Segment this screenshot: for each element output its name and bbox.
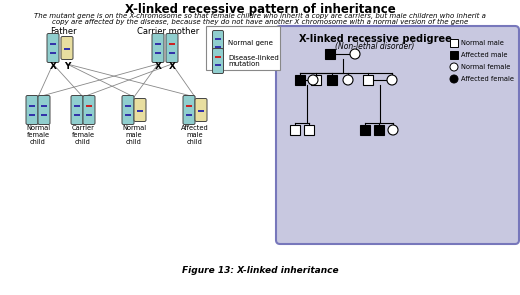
Bar xyxy=(215,64,221,65)
FancyBboxPatch shape xyxy=(47,34,59,63)
FancyBboxPatch shape xyxy=(134,99,146,122)
Bar xyxy=(290,125,300,135)
Bar xyxy=(325,49,335,59)
Text: The mutant gene is on the X-chromosome so that female childre who inherit a copy: The mutant gene is on the X-chromosome s… xyxy=(34,13,486,19)
Bar xyxy=(74,114,81,116)
Text: Figure 13: X-linked inheritance: Figure 13: X-linked inheritance xyxy=(181,266,339,275)
Text: Normal
male
child: Normal male child xyxy=(122,125,146,145)
Bar xyxy=(215,38,221,40)
Text: X-linked recessive pedigree: X-linked recessive pedigree xyxy=(298,34,451,44)
Circle shape xyxy=(308,75,318,85)
Text: (Non-lethal disorder): (Non-lethal disorder) xyxy=(335,42,414,51)
Bar xyxy=(450,39,458,47)
Text: Normal female: Normal female xyxy=(461,64,510,70)
FancyBboxPatch shape xyxy=(152,34,164,63)
Text: X: X xyxy=(49,62,57,71)
FancyBboxPatch shape xyxy=(38,96,50,124)
Bar xyxy=(168,43,175,45)
Bar xyxy=(86,114,93,116)
Bar xyxy=(198,110,204,112)
Bar xyxy=(137,110,144,112)
Bar xyxy=(304,125,314,135)
Bar xyxy=(327,75,337,85)
Text: Disease-linked
mutation: Disease-linked mutation xyxy=(228,55,279,68)
Bar xyxy=(74,105,81,107)
Text: Y: Y xyxy=(64,62,70,71)
Circle shape xyxy=(450,75,458,83)
FancyBboxPatch shape xyxy=(276,26,519,244)
FancyBboxPatch shape xyxy=(213,30,224,55)
Bar xyxy=(168,52,175,54)
Circle shape xyxy=(450,63,458,71)
Bar xyxy=(363,75,373,85)
Bar xyxy=(374,125,384,135)
Text: Normal
female
child: Normal female child xyxy=(26,125,50,145)
Text: Carrier mother: Carrier mother xyxy=(137,27,199,36)
Bar xyxy=(125,105,132,107)
Bar xyxy=(215,46,221,47)
Bar xyxy=(49,52,56,54)
Bar xyxy=(154,43,161,45)
FancyBboxPatch shape xyxy=(71,96,83,124)
Bar xyxy=(186,114,192,116)
FancyBboxPatch shape xyxy=(183,96,195,124)
Text: Affected male: Affected male xyxy=(461,52,508,58)
Text: X-linked recessive pattern of inheritance: X-linked recessive pattern of inheritanc… xyxy=(125,3,395,16)
Bar xyxy=(29,105,35,107)
Text: Normal male: Normal male xyxy=(461,40,504,46)
Text: copy are affected by the disease, because they do not have another X chromosome : copy are affected by the disease, becaus… xyxy=(52,19,468,25)
Text: Normal gene: Normal gene xyxy=(228,40,273,46)
FancyBboxPatch shape xyxy=(83,96,95,124)
FancyBboxPatch shape xyxy=(61,37,73,60)
Text: Father: Father xyxy=(50,27,76,36)
FancyBboxPatch shape xyxy=(213,48,224,73)
Text: X: X xyxy=(168,62,176,71)
FancyBboxPatch shape xyxy=(122,96,134,124)
Bar xyxy=(49,43,56,45)
FancyBboxPatch shape xyxy=(166,34,178,63)
Text: X: X xyxy=(154,62,162,71)
Text: Affected female: Affected female xyxy=(461,76,514,82)
Bar xyxy=(154,52,161,54)
Text: Affected
male
child: Affected male child xyxy=(181,125,209,145)
Bar xyxy=(450,51,458,59)
Circle shape xyxy=(350,49,360,59)
Bar xyxy=(125,114,132,116)
Bar xyxy=(63,48,70,50)
Bar xyxy=(41,114,47,116)
Bar xyxy=(311,75,321,85)
Bar xyxy=(295,75,305,85)
Circle shape xyxy=(388,125,398,135)
FancyBboxPatch shape xyxy=(26,96,38,124)
Bar xyxy=(360,125,370,135)
Bar xyxy=(41,105,47,107)
Bar xyxy=(186,105,192,107)
Bar xyxy=(29,114,35,116)
Circle shape xyxy=(343,75,353,85)
Circle shape xyxy=(387,75,397,85)
Bar xyxy=(215,56,221,58)
Text: Carrier
female
child: Carrier female child xyxy=(71,125,95,145)
FancyBboxPatch shape xyxy=(195,99,207,122)
Bar xyxy=(86,105,93,107)
FancyBboxPatch shape xyxy=(206,26,280,70)
